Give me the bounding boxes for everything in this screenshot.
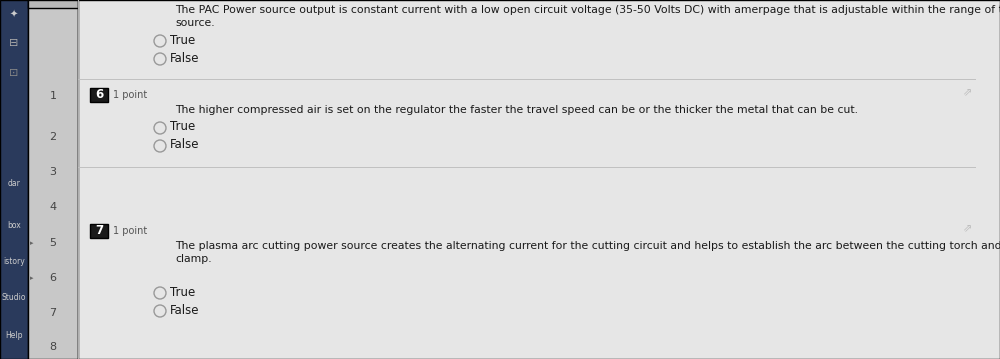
Text: istory: istory (3, 257, 25, 266)
Text: source.: source. (175, 18, 215, 28)
Text: 6: 6 (50, 273, 56, 283)
Text: The PAC Power source output is constant current with a low open circuit voltage : The PAC Power source output is constant … (175, 5, 1000, 15)
Text: ⇗: ⇗ (963, 88, 973, 98)
Text: True: True (170, 285, 195, 298)
Text: The plasma arc cutting power source creates the alternating current for the cutt: The plasma arc cutting power source crea… (175, 241, 1000, 251)
Text: The higher compressed air is set on the regulator the faster the travel speed ca: The higher compressed air is set on the … (175, 105, 858, 115)
FancyBboxPatch shape (78, 0, 1000, 359)
Text: 8: 8 (49, 342, 57, 352)
Text: 6: 6 (95, 89, 103, 102)
Text: 2: 2 (49, 132, 57, 142)
Text: dar: dar (8, 178, 20, 187)
Text: False: False (170, 303, 200, 317)
Text: Studio: Studio (2, 294, 26, 303)
FancyBboxPatch shape (28, 0, 78, 8)
Text: False: False (170, 139, 200, 151)
Text: clamp.: clamp. (175, 254, 212, 264)
Text: True: True (170, 121, 195, 134)
Text: ✦: ✦ (10, 10, 18, 20)
Text: ⊡: ⊡ (9, 68, 19, 78)
Text: ▸: ▸ (30, 275, 34, 281)
Text: 4: 4 (49, 202, 57, 212)
Text: 7: 7 (49, 308, 57, 318)
Text: 7: 7 (95, 224, 103, 238)
Text: True: True (170, 33, 195, 47)
Text: 1: 1 (50, 91, 56, 101)
Text: ▸: ▸ (30, 240, 34, 246)
Text: False: False (170, 51, 200, 65)
Text: ⊟: ⊟ (9, 38, 19, 48)
Text: 1 point: 1 point (113, 226, 147, 236)
FancyBboxPatch shape (28, 0, 78, 359)
FancyBboxPatch shape (90, 224, 108, 238)
Text: Help: Help (5, 331, 23, 340)
FancyBboxPatch shape (90, 88, 108, 102)
Text: 3: 3 (50, 167, 56, 177)
Text: box: box (7, 220, 21, 229)
Text: 5: 5 (50, 238, 56, 248)
Text: 1 point: 1 point (113, 90, 147, 100)
FancyBboxPatch shape (0, 0, 28, 359)
Text: ⇗: ⇗ (963, 224, 973, 234)
